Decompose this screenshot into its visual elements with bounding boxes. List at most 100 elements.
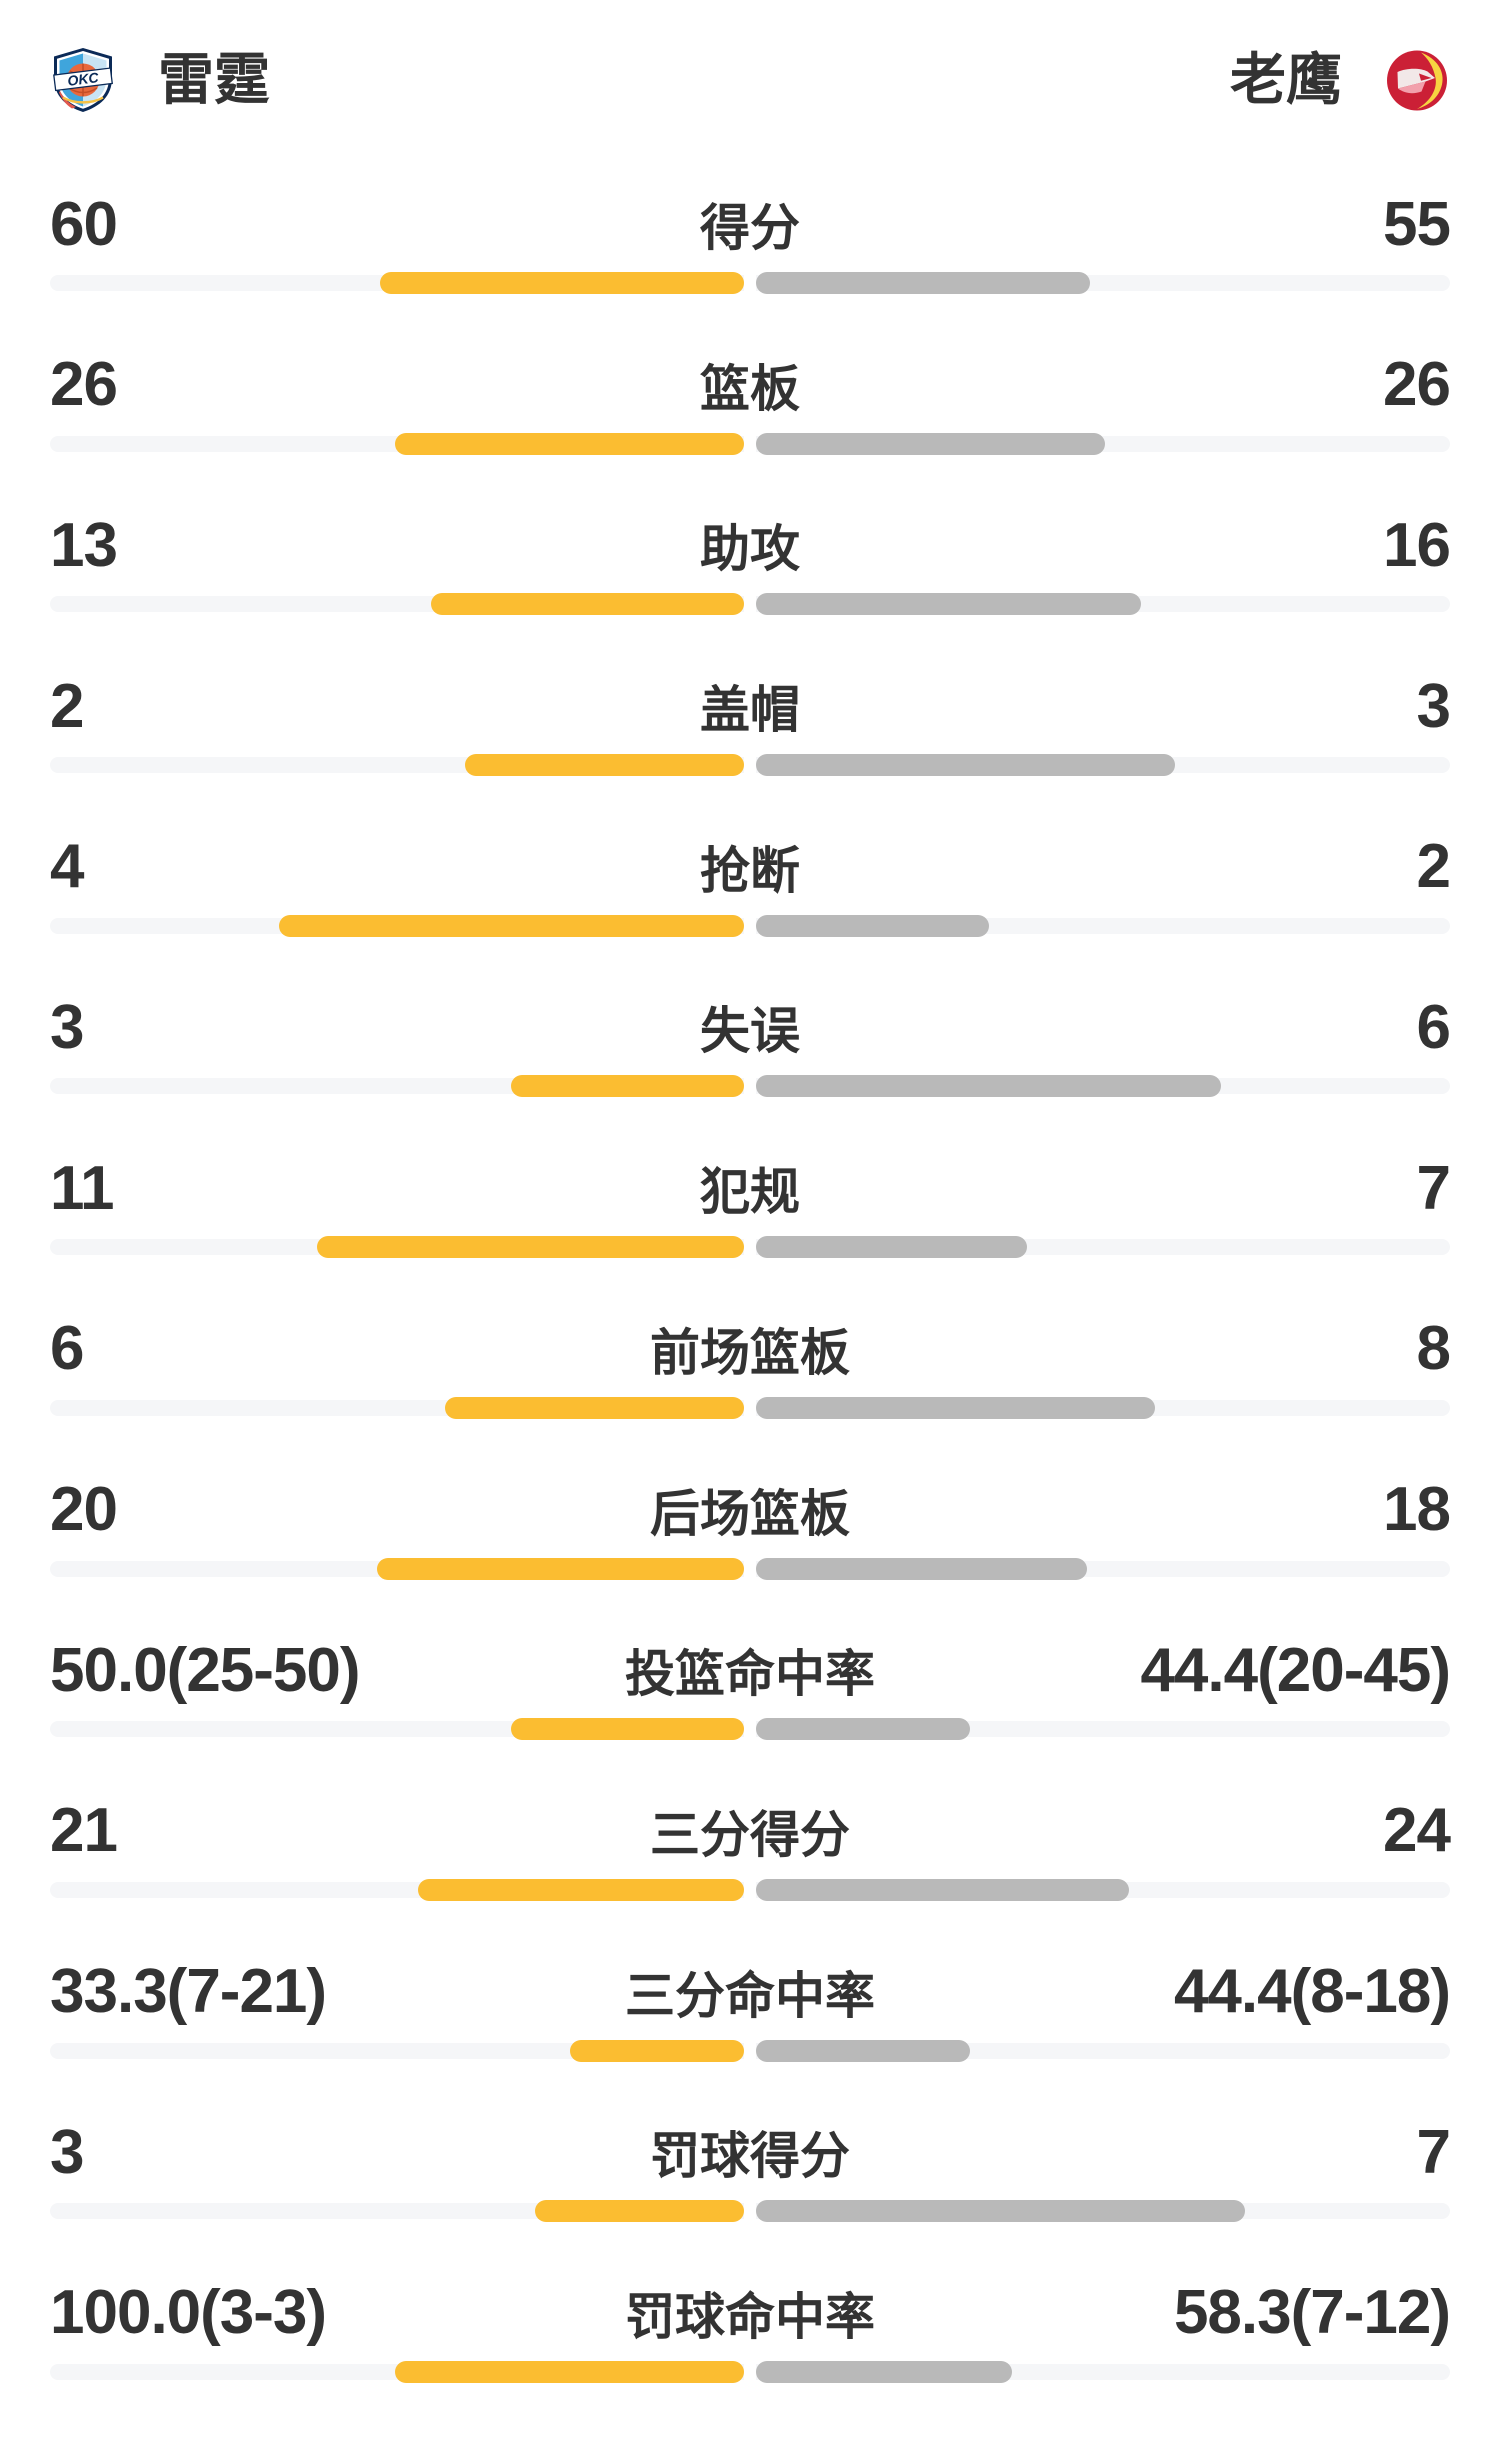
stat-bar-track: [50, 2360, 1450, 2383]
left-team-bar: [377, 1557, 744, 1580]
stat-bar-track: [50, 432, 1450, 455]
stat-text-line: 33.3(7-21) 三分命中率 44.4(8-18): [50, 1949, 1451, 2035]
stat-bar-track: [50, 1557, 1450, 1580]
atlanta-hawks-logo: [1384, 46, 1450, 114]
right-team-bar: [756, 1075, 1221, 1098]
right-team-bar: [756, 2200, 1246, 2223]
left-team-bar: [464, 754, 744, 777]
stat-row: 33.3(7-21) 三分命中率 44.4(8-18): [0, 1949, 1500, 2110]
stat-label: 三分命中率: [625, 1967, 875, 2024]
stat-label: 得分: [700, 200, 800, 256]
left-value: 20: [50, 1475, 118, 1544]
stat-bar-track: [50, 2200, 1450, 2223]
stat-bar-track: [50, 1236, 1450, 1259]
stat-bar-track: [50, 754, 1450, 777]
right-team-bar: [756, 1557, 1088, 1580]
team-left-name: 雷霆: [158, 48, 270, 111]
left-team-bar: [569, 2039, 744, 2062]
left-value: 100.0(3-3): [50, 2278, 327, 2348]
left-team-bar: [510, 1075, 744, 1098]
right-value: 7: [1416, 2117, 1451, 2187]
stat-row: 60 得分 55: [0, 181, 1500, 342]
stat-text-line: 11 犯规 7: [50, 1145, 1451, 1231]
right-value: 26: [1383, 350, 1451, 420]
right-team-bar: [756, 432, 1106, 455]
left-team-bar: [394, 2360, 744, 2383]
left-value: 2: [50, 671, 84, 741]
stat-row: 100.0(3-3) 罚球命中率 58.3(7-12): [0, 2270, 1500, 2431]
stat-text-line: 2 盖帽 3: [50, 663, 1451, 749]
stat-text-line: 13 助攻 16: [50, 502, 1451, 588]
team-left[interactable]: OKC 雷霆: [50, 46, 270, 114]
stat-text-line: 20 后场篮板 18: [50, 1467, 1451, 1553]
right-value: 24: [1383, 1796, 1451, 1866]
stat-row: 2 盖帽 3: [0, 663, 1500, 824]
right-value: 44.4(20-45): [1140, 1635, 1451, 1705]
right-team-bar: [756, 272, 1090, 294]
right-team-bar: [756, 1396, 1155, 1419]
right-value: 16: [1383, 510, 1451, 580]
stat-bar-track: [50, 272, 1450, 294]
left-value: 6: [50, 1314, 84, 1384]
stat-text-line: 100.0(3-3) 罚球命中率 58.3(7-12): [50, 2270, 1451, 2356]
header: OKC 雷霆 老鹰: [50, 46, 1450, 114]
stat-row: 50.0(25-50) 投篮命中率 44.4(20-45): [0, 1627, 1500, 1788]
stat-label: 三分得分: [650, 1806, 850, 1863]
right-team-bar: [756, 754, 1176, 777]
left-value: 33.3(7-21): [50, 1957, 327, 2027]
stat-label: 失误: [700, 1003, 800, 1060]
left-team-bar: [279, 914, 744, 937]
left-team-bar: [445, 1396, 744, 1419]
right-value: 3: [1416, 671, 1451, 741]
stat-row: 6 前场篮板 8: [0, 1306, 1500, 1467]
left-value: 13: [50, 510, 118, 580]
stat-label: 罚球命中率: [625, 2288, 875, 2345]
left-value: 4: [50, 832, 84, 902]
okc-thunder-logo: OKC: [50, 46, 116, 114]
stat-label: 助攻: [700, 521, 800, 578]
stat-bar-track: [50, 593, 1450, 616]
right-team-bar: [756, 1878, 1130, 1901]
stat-bar-track: [50, 1878, 1450, 1901]
stat-text-line: 60 得分 55: [50, 181, 1451, 267]
left-value: 3: [50, 2117, 84, 2187]
stat-label: 前场篮板: [650, 1324, 850, 1381]
stat-text-line: 21 三分得分 24: [50, 1788, 1451, 1874]
right-value: 7: [1416, 1153, 1451, 1223]
left-team-bar: [317, 1236, 744, 1259]
right-team-bar: [756, 914, 990, 937]
stat-row: 21 三分得分 24: [0, 1788, 1500, 1949]
right-team-bar: [756, 1236, 1027, 1259]
stat-row: 11 犯规 7: [0, 1145, 1500, 1306]
stat-row: 26 篮板 26: [0, 342, 1500, 503]
stat-bar-track: [50, 2039, 1450, 2062]
right-team-bar: [756, 2039, 971, 2062]
stat-text-line: 6 前场篮板 8: [50, 1306, 1451, 1392]
stat-label: 盖帽: [700, 682, 800, 739]
stats-list: 60 得分 55 26 篮板 26 13 助攻 16: [0, 181, 1500, 2431]
stat-row: 20 后场篮板 18: [0, 1467, 1500, 1628]
stat-text-line: 50.0(25-50) 投篮命中率 44.4(20-45): [50, 1627, 1451, 1713]
stat-row: 3 罚球得分 7: [0, 2109, 1500, 2270]
stat-row: 4 抢断 2: [0, 824, 1500, 985]
left-value: 50.0(25-50): [50, 1635, 361, 1705]
right-value: 58.3(7-12): [1173, 2278, 1451, 2348]
left-team-bar: [510, 1718, 744, 1741]
left-team-bar: [534, 2200, 744, 2223]
left-team-bar: [417, 1878, 744, 1901]
stat-row: 13 助攻 16: [0, 502, 1500, 663]
right-value: 8: [1416, 1314, 1451, 1384]
stat-label: 后场篮板: [650, 1485, 850, 1542]
right-value: 18: [1383, 1475, 1451, 1544]
stat-label: 抢断: [700, 842, 800, 899]
stat-label: 投篮命中率: [625, 1646, 875, 1703]
team-right[interactable]: 老鹰: [1230, 46, 1450, 114]
stat-text-line: 3 失误 6: [50, 984, 1451, 1070]
left-team-bar: [394, 432, 744, 455]
team-right-name: 老鹰: [1230, 48, 1342, 111]
right-value: 6: [1416, 992, 1451, 1062]
right-value: 55: [1383, 189, 1451, 259]
stat-label: 犯规: [700, 1164, 800, 1221]
right-value: 2: [1416, 832, 1451, 902]
stat-row: 3 失误 6: [0, 984, 1500, 1145]
